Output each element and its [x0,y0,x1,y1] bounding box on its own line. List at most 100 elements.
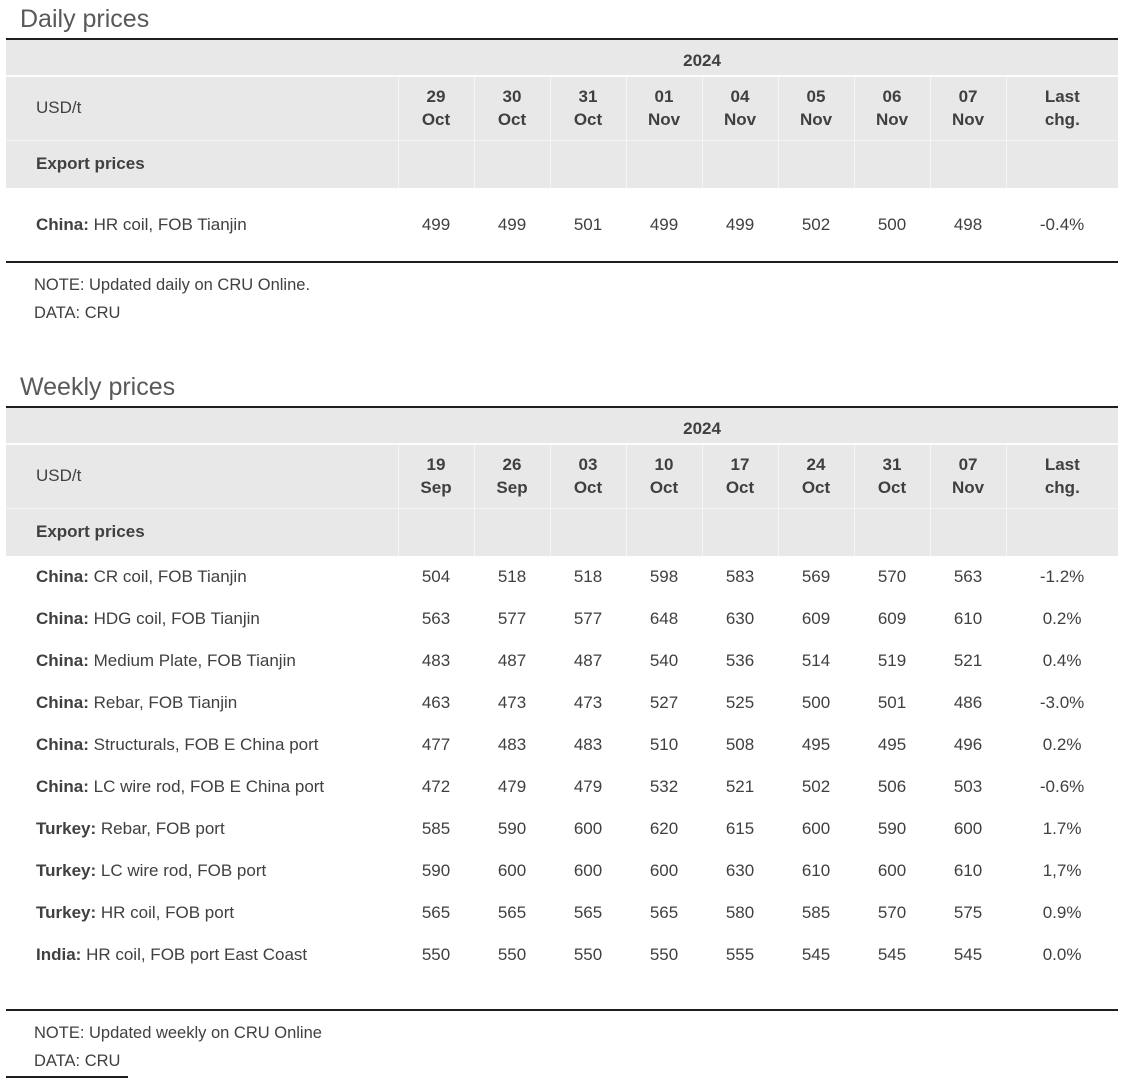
price-cell: 483 [474,724,550,766]
row-region: China: [36,693,89,712]
group-header-row: Export prices [6,508,1119,556]
price-cell: 565 [474,892,550,934]
row-product: Medium Plate, FOB Tianjin [93,651,296,670]
price-cell: 570 [854,892,930,934]
price-cell: 610 [778,850,854,892]
price-cell: 620 [626,808,702,850]
price-cell: 580 [702,892,778,934]
price-cell: 502 [778,766,854,808]
daily-prices-section: Daily prices 2024 USD/t 29 Oct 30 Oct 31 Oc… [6,3,1119,327]
date-column-header: 31 Oct [549,76,626,141]
price-cell: 498 [930,188,1007,262]
price-cell: 499 [398,188,474,262]
price-cell: 585 [778,892,854,934]
weekly-source-line: DATA: CRU [34,1052,121,1070]
date-column-header: 10 Oct [625,444,702,509]
row-product: LC wire rod, FOB port [100,861,267,880]
price-cell: 609 [854,598,930,640]
price-cell: 590 [398,850,474,892]
price-cell: 555 [702,934,778,976]
table-row: China: Structurals, FOB E China port 477… [6,724,1119,766]
date-column-header: 07 Nov [929,444,1007,509]
price-cell: 510 [626,724,702,766]
price-cell: 565 [626,892,702,934]
weekly-prices-section: Weekly prices 2024 USD/t 19 Sep 26 Sep 03 O… [6,371,1119,1075]
price-cell: 563 [398,598,474,640]
row-region: Turkey: [36,861,97,880]
date-column-header: 30 Oct [473,76,550,141]
last-chg-cell: 0.4% [1006,640,1119,682]
price-cell: 477 [398,724,474,766]
date-column-header: 31 Oct [853,444,930,509]
last-chg-cell: 0.9% [1006,892,1119,934]
table-row: China: HR coil, FOB Tianjin 499 499 501 … [6,188,1119,262]
last-chg-column-header: Last chg. [1005,444,1119,509]
price-cell: 514 [778,640,854,682]
price-cell: 508 [702,724,778,766]
price-cell: 590 [474,808,550,850]
row-label: Turkey: Rebar, FOB port [6,808,398,850]
date-header-row: USD/t 19 Sep 26 Sep 03 Oct 10 Oct 17 Oct 24 Oc… [6,444,1119,509]
price-cell: 598 [626,556,702,598]
date-column-header: 17 Oct [701,444,778,509]
price-cell: 479 [474,766,550,808]
daily-prices-table: 2024 USD/t 29 Oct 30 Oct 31 Oct 01 Nov 04 Nov… [6,38,1119,263]
price-cell: 486 [930,682,1007,724]
price-cell: 518 [550,556,626,598]
group-header-row: Export prices [6,140,1119,188]
price-cell: 504 [398,556,474,598]
table-row: China: Medium Plate, FOB Tianjin 483 487… [6,640,1119,682]
row-region: China: [36,735,89,754]
price-cell: 563 [930,556,1007,598]
price-cell: 600 [550,808,626,850]
row-product: HR coil, FOB port [100,903,235,922]
price-cell: 503 [930,766,1007,808]
price-cell: 496 [930,724,1007,766]
price-cell: 473 [474,682,550,724]
table-row: China: CR coil, FOB Tianjin 504 518 518 … [6,556,1119,598]
price-cell: 483 [550,724,626,766]
row-label: China: CR coil, FOB Tianjin [6,556,398,598]
row-region: China: [36,777,89,796]
weekly-note-line: NOTE: Updated weekly on CRU Online [34,1024,322,1042]
row-label: Turkey: HR coil, FOB port [6,892,398,934]
weekly-section-title: Weekly prices [20,373,176,401]
date-column-header: 06 Nov [853,76,930,141]
row-product: CR coil, FOB Tianjin [93,567,247,586]
price-cell: 585 [398,808,474,850]
last-chg-cell: 0.2% [1006,724,1119,766]
price-cell: 472 [398,766,474,808]
price-cell: 630 [702,598,778,640]
price-cell: 495 [854,724,930,766]
last-chg-cell: 0.0% [1006,934,1119,976]
price-cell: 577 [474,598,550,640]
date-header-row: USD/t 29 Oct 30 Oct 31 Oct 01 Nov 04 Nov 05 No… [6,76,1119,141]
table-row: China: LC wire rod, FOB E China port 472… [6,766,1119,808]
price-cell: 501 [854,682,930,724]
price-cell: 495 [778,724,854,766]
row-product: HDG coil, FOB Tianjin [93,609,260,628]
price-cell: 479 [550,766,626,808]
price-cell: 600 [474,850,550,892]
price-cell: 545 [778,934,854,976]
price-cell: 527 [626,682,702,724]
price-cell: 630 [702,850,778,892]
price-cell: 569 [778,556,854,598]
table-row: China: Rebar, FOB Tianjin 463 473 473 52… [6,682,1119,724]
row-label: China: Rebar, FOB Tianjin [6,682,398,724]
price-cell: 565 [398,892,474,934]
row-region: China: [36,609,89,628]
date-column-header: 07 Nov [929,76,1007,141]
price-cell: 500 [854,188,930,262]
group-label: Export prices [6,140,398,188]
price-cell: 500 [778,682,854,724]
price-cell: 610 [930,850,1007,892]
price-cell: 536 [702,640,778,682]
row-product: LC wire rod, FOB E China port [93,777,325,796]
price-cell: 575 [930,892,1007,934]
daily-table-notes: NOTE: Updated daily on CRU Online. DATA:… [6,263,1118,327]
row-label: China: Structurals, FOB E China port [6,724,398,766]
row-region: China: [36,651,89,670]
row-label: China: LC wire rod, FOB E China port [6,766,398,808]
row-region: China: [36,567,89,586]
